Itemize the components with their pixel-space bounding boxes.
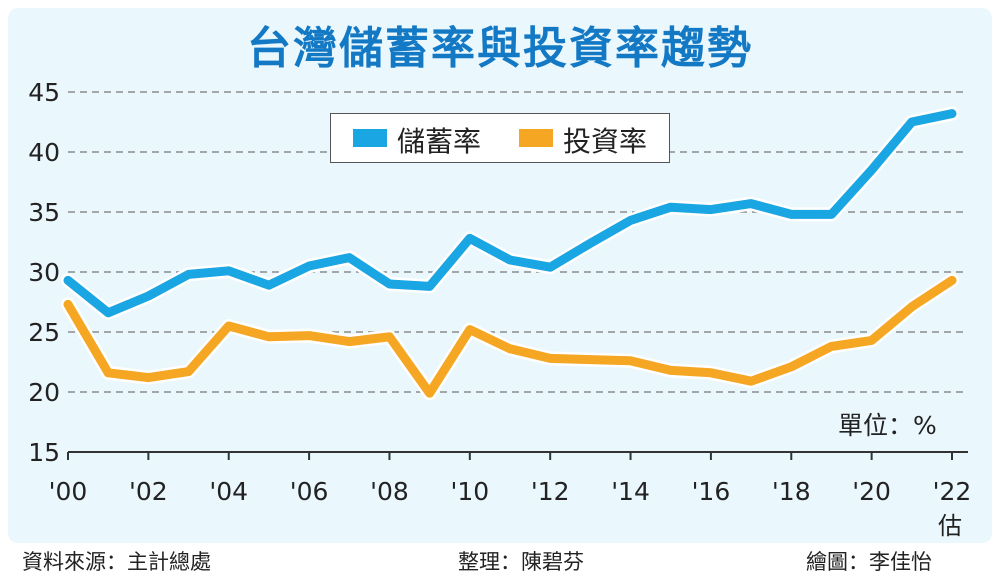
legend-label-savings: 儲蓄率: [397, 125, 482, 158]
x-tick-label: '02: [129, 477, 168, 506]
y-tick-labels: 15 20 25 30 35 40 45: [28, 78, 60, 467]
x-tick-label: '08: [370, 477, 409, 506]
footer-artist: 繪圖：李佳怡: [806, 550, 932, 574]
y-tick-label: 20: [28, 378, 60, 407]
series-lines: [61, 106, 959, 401]
footer-editor: 整理：陳碧芬: [458, 550, 584, 574]
estimate-label: 估: [938, 512, 962, 540]
y-tick-label: 25: [28, 318, 60, 347]
x-tick-label: '10: [450, 477, 489, 506]
x-tick-label: '04: [209, 477, 248, 506]
footer-source: 資料來源：主計總處: [22, 550, 211, 574]
x-tick-label: '20: [852, 477, 891, 506]
chart-title: 台灣儲蓄率與投資率趨勢: [247, 23, 753, 74]
x-tick-label: '14: [611, 477, 650, 506]
unit-label: 單位：%: [838, 411, 937, 440]
x-tick-label: '00: [49, 477, 88, 506]
investment-rate-line-outline: [61, 273, 959, 401]
legend-swatch-savings: [353, 129, 387, 147]
x-tick-label: '06: [290, 477, 329, 506]
x-tick-label: '16: [692, 477, 731, 506]
investment-rate-line: [63, 275, 957, 398]
y-tick-label: 40: [28, 138, 60, 167]
legend-label-investment: 投資率: [563, 125, 648, 158]
y-tick-label: 30: [28, 258, 60, 287]
x-tick-label: '18: [772, 477, 811, 506]
y-tick-label: 45: [28, 78, 60, 107]
x-tick-label: '12: [531, 477, 570, 506]
legend-swatch-investment: [519, 129, 553, 147]
y-tick-label: 35: [28, 198, 60, 227]
y-tick-label: 15: [28, 438, 60, 467]
grid-lines: [68, 91, 968, 453]
x-tick-label: '22: [933, 477, 972, 506]
legend: 儲蓄率 投資率: [330, 113, 670, 163]
x-tick-labels: '00 '02 '04 '06 '08 '10 '12 '14 '16 '18 '20 '22: [49, 452, 972, 506]
